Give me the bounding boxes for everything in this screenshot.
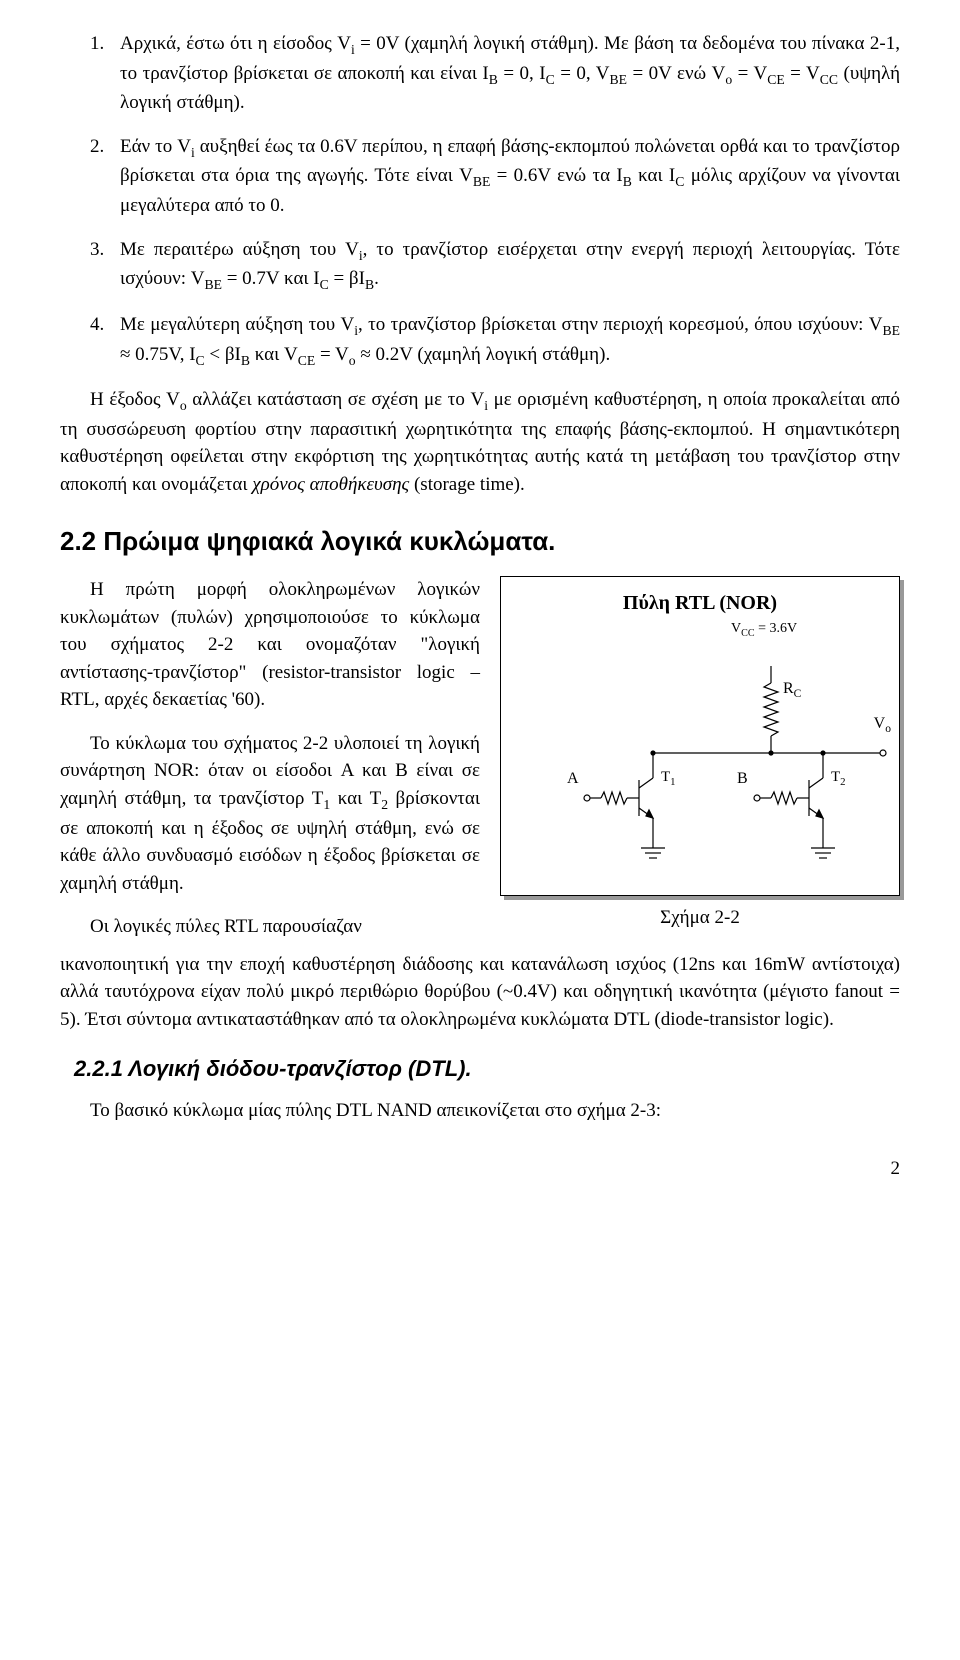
rc-label: RC — [783, 677, 801, 703]
b-label: B — [737, 767, 748, 790]
para-rtl-intro: Η πρώτη μορφή ολοκληρωμένων λογικών κυκλ… — [60, 576, 480, 714]
list-text: Αρχικά, έστω ότι η είσοδος Vi = 0V (χαμη… — [120, 30, 900, 117]
list-item-1: 1. Αρχικά, έστω ότι η είσοδος Vi = 0V (χ… — [60, 30, 900, 117]
section-2-2-text: Η πρώτη μορφή ολοκληρωμένων λογικών κυκλ… — [60, 576, 480, 941]
figure-2-2-box: Πύλη RTL (NOR) — [500, 576, 900, 896]
rtl-nor-circuit-diagram — [513, 628, 893, 883]
figure-caption: Σχήμα 2-2 — [500, 904, 900, 932]
para-rtl-perf-cont: ικανοποιητική για την εποχή καθυστέρηση … — [60, 951, 900, 1034]
list-num: 4. — [90, 311, 120, 370]
para-rtl-function: Το κύκλωμα του σχήματος 2-2 υλοποιεί τη … — [60, 730, 480, 897]
para-dtl-intro: Το βασικό κύκλωμα μίας πύλης DTL NAND απ… — [60, 1097, 900, 1125]
paragraph-storage-time: Η έξοδος Vo αλλάζει κατάσταση σε σχέση μ… — [60, 386, 900, 498]
numbered-list: 1. Αρχικά, έστω ότι η είσοδος Vi = 0V (χ… — [60, 30, 900, 370]
list-text: Με περαιτέρω αύξηση του Vi, το τρανζίστο… — [120, 236, 900, 295]
section-2-2-body: Η πρώτη μορφή ολοκληρωμένων λογικών κυκλ… — [60, 576, 900, 941]
t2-label: T2 — [831, 767, 846, 791]
vo-label: Vo — [874, 712, 891, 738]
list-text: Με μεγαλύτερη αύξηση του Vi, το τρανζίστ… — [120, 311, 900, 370]
list-item-4: 4. Με μεγαλύτερη αύξηση του Vi, το τρανζ… — [60, 311, 900, 370]
list-num: 3. — [90, 236, 120, 295]
list-text: Εάν το Vi αυξηθεί έως τα 0.6V περίπου, η… — [120, 133, 900, 220]
figure-2-2-container: Πύλη RTL (NOR) — [500, 576, 900, 941]
para-rtl-perf-start: Οι λογικές πύλες RTL παρουσίαζαν — [60, 913, 480, 941]
list-num: 1. — [90, 30, 120, 117]
list-item-2: 2. Εάν το Vi αυξηθεί έως τα 0.6V περίπου… — [60, 133, 900, 220]
list-num: 2. — [90, 133, 120, 220]
list-item-3: 3. Με περαιτέρω αύξηση του Vi, το τρανζί… — [60, 236, 900, 295]
section-2-2-1-heading: 2.2.1 Λογική διόδου-τρανζίστορ (DTL). — [60, 1053, 900, 1085]
a-label: A — [567, 767, 579, 790]
t1-label: T1 — [661, 767, 676, 791]
vcc-label: VCC = 3.6V — [731, 619, 797, 641]
page-number: 2 — [60, 1155, 900, 1183]
section-2-2-heading: 2.2 Πρώιμα ψηφιακά λογικά κυκλώματα. — [60, 523, 900, 561]
figure-title: Πύλη RTL (NOR) — [513, 589, 887, 618]
